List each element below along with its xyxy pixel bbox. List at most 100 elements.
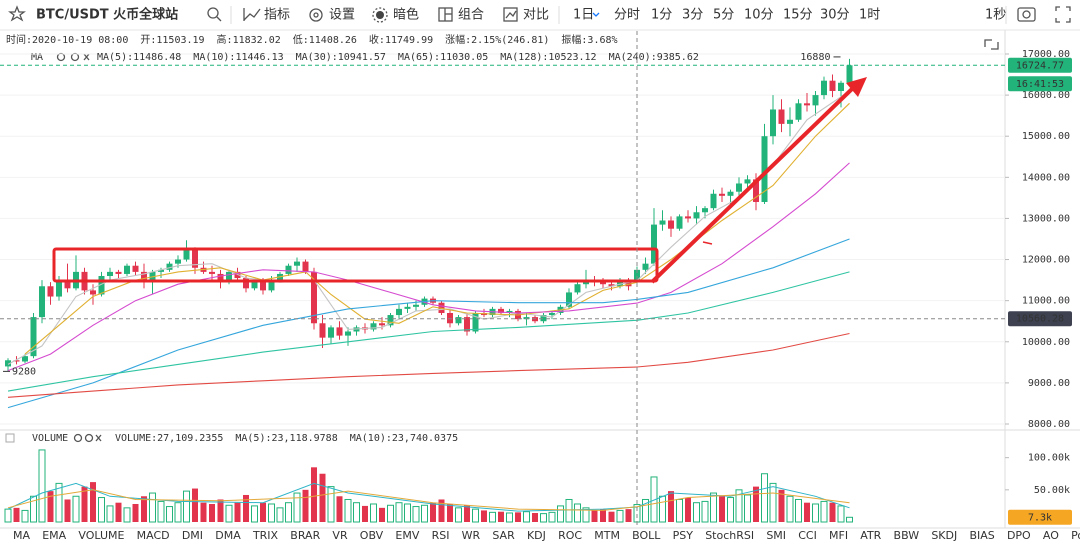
indicator-tab[interactable]: AO	[1043, 529, 1059, 542]
screenshot-icon[interactable]	[1017, 7, 1036, 22]
fullscreen-icon[interactable]	[1055, 6, 1071, 23]
interval-button[interactable]: 1分	[651, 8, 672, 23]
ohlc-info: 收:11749.99	[369, 33, 433, 46]
interval-button[interactable]: 30分	[820, 8, 850, 23]
indicator-tab[interactable]: ROC	[558, 529, 582, 542]
interval-button[interactable]: 5分	[713, 8, 734, 23]
candle-body	[710, 193, 717, 209]
candle-body	[506, 310, 513, 313]
indicator-tab[interactable]: SKDJ	[931, 529, 957, 542]
indicator-tab[interactable]: VR	[332, 529, 348, 542]
toolbar-button[interactable]: 指标	[264, 8, 290, 23]
toolbar-button[interactable]: 对比	[523, 8, 549, 23]
ma-legend: MA(10):11446.13	[193, 52, 283, 63]
settings-icon[interactable]	[309, 8, 323, 22]
volume-bar	[132, 503, 139, 522]
max-label: 16880	[800, 52, 830, 63]
volume-bar	[846, 516, 853, 523]
indicator-tab[interactable]: MA	[13, 529, 30, 542]
candle-body	[251, 282, 258, 289]
ma-legend: MA(128):10523.12	[500, 52, 596, 63]
trend-arrow	[650, 86, 855, 284]
indicator-tab[interactable]: SMI	[766, 529, 786, 542]
indicator-tab[interactable]: MACD	[137, 529, 170, 542]
candle-body	[13, 360, 20, 362]
theme-icon[interactable]	[372, 7, 388, 23]
search-icon[interactable]	[207, 7, 222, 22]
candle-body	[719, 193, 725, 196]
indicator-tab[interactable]: KDJ	[527, 529, 546, 542]
volume-bar	[370, 503, 377, 523]
compare-icon[interactable]	[503, 7, 518, 22]
volume-bar	[447, 503, 453, 522]
interval-button[interactable]: 1日	[573, 8, 594, 23]
indicator-tab[interactable]: StochRSI	[705, 529, 754, 542]
volume-bar	[293, 492, 301, 523]
volume-bar	[532, 512, 538, 522]
expand-icon[interactable]	[984, 39, 999, 50]
last-volume-label: 7.3k	[1028, 512, 1052, 523]
indicator-tab[interactable]: MFI	[829, 529, 848, 542]
candle-body	[685, 216, 691, 219]
ohlc-info: 涨幅:2.15%(246.81)	[445, 33, 549, 46]
dropdown-caret[interactable]	[592, 12, 600, 17]
interval-button[interactable]: 分时	[614, 8, 640, 23]
volume-bar	[574, 503, 581, 523]
interval-button[interactable]: 15分	[783, 8, 813, 23]
interval-button[interactable]: 3分	[682, 8, 703, 23]
indicator-tab[interactable]: DMA	[215, 529, 241, 542]
volume-bar	[659, 495, 666, 523]
volume-bar	[174, 502, 182, 523]
legend-icons[interactable]	[56, 52, 90, 62]
volume-bar	[344, 498, 352, 523]
candle-body	[217, 273, 224, 281]
candle-body	[651, 224, 657, 264]
indicator-tab[interactable]: DMI	[182, 529, 203, 542]
indicator-tab[interactable]: WR	[462, 529, 481, 542]
candle-body	[804, 103, 810, 106]
candle-body	[192, 249, 198, 268]
symbol[interactable]: BTC/USDT 火币全球站	[36, 7, 178, 23]
indicator-tab[interactable]: BBW	[894, 529, 920, 542]
clock-mode[interactable]: 1秒	[985, 8, 1006, 23]
indicator-tab[interactable]: RSI	[432, 529, 450, 542]
indicator-tab[interactable]: Position	[1071, 529, 1080, 542]
toolbar-button[interactable]: 组合	[458, 8, 484, 23]
layout-icon[interactable]	[438, 7, 453, 22]
volume-legend-icons[interactable]	[73, 433, 102, 443]
indicator-tab[interactable]: BRAR	[290, 529, 320, 542]
y-tick-label: 12000.00	[1022, 255, 1070, 266]
interval-button[interactable]: 10分	[744, 8, 774, 23]
indicator-tab[interactable]: BOLL	[632, 529, 661, 542]
indicator-tab[interactable]: OBV	[360, 529, 384, 542]
indicator-tab[interactable]: TRIX	[252, 529, 279, 542]
trend-arrowhead	[846, 77, 867, 97]
volume-bar	[98, 497, 105, 523]
indicator-tab[interactable]: BIAS	[969, 529, 994, 542]
candle-body	[455, 317, 462, 324]
indicator-tab[interactable]: PSY	[673, 529, 694, 542]
indicator-icon[interactable]	[243, 8, 261, 21]
indicator-tab[interactable]: SAR	[492, 529, 515, 542]
volume-bar	[795, 498, 802, 523]
interval-button[interactable]: 1时	[859, 8, 880, 23]
indicator-tab[interactable]: DPO	[1007, 529, 1031, 542]
volume-bar	[557, 505, 564, 523]
indicator-tab[interactable]: ATR	[860, 529, 881, 542]
candle-body	[795, 103, 802, 120]
volume-bar	[472, 508, 479, 523]
volume-bar	[311, 467, 317, 522]
candle-body	[345, 331, 351, 336]
indicator-tab[interactable]: CCI	[798, 529, 817, 542]
indicator-tab[interactable]: EMV	[395, 529, 419, 542]
collapse-icon[interactable]	[5, 433, 15, 443]
indicator-tab[interactable]: VOLUME	[78, 529, 124, 542]
candle-body	[702, 208, 708, 213]
toolbar-button[interactable]: 暗色	[393, 7, 419, 23]
indicator-tab[interactable]: MTM	[594, 529, 620, 542]
ma-legend: MA(5):11486.48	[97, 52, 181, 63]
favorite-icon[interactable]	[8, 5, 26, 22]
toolbar-button[interactable]: 设置	[329, 8, 355, 23]
indicator-tab[interactable]: EMA	[42, 529, 66, 542]
volume-bar	[362, 505, 368, 522]
